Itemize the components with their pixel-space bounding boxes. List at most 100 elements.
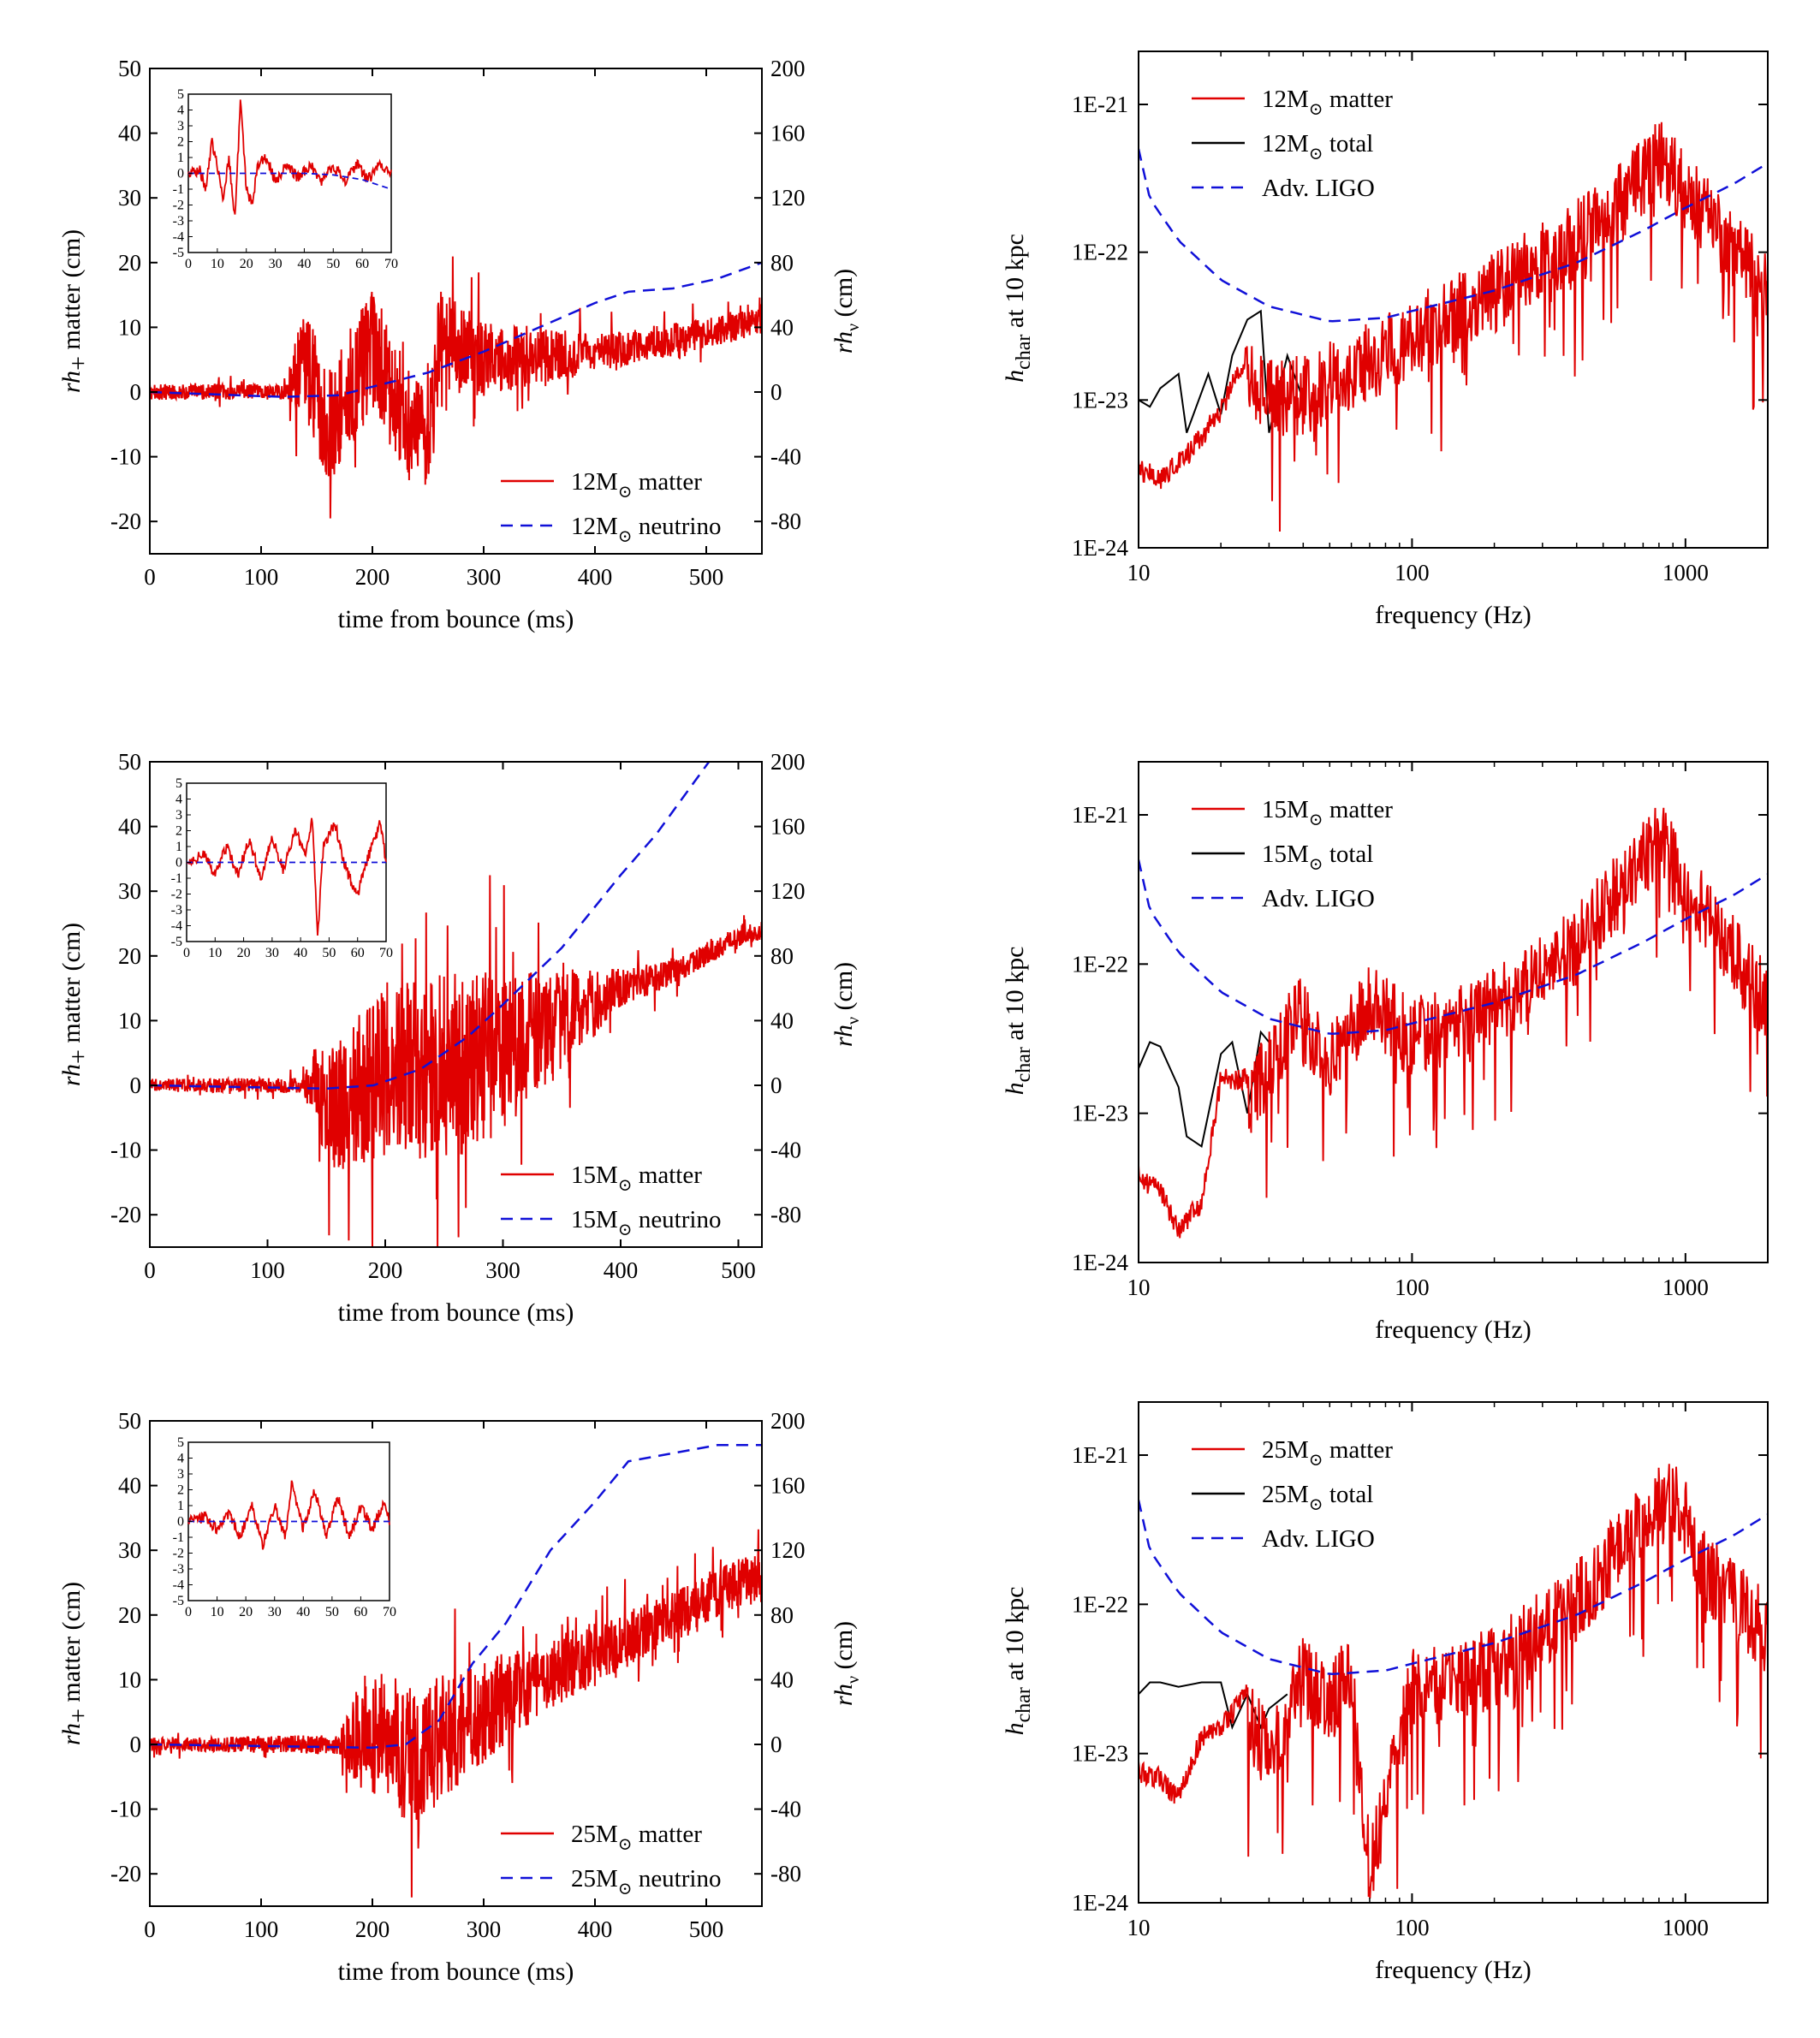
inset-y-tick-label: -3 [173,1562,184,1577]
x-tick-label: 10 [1127,1274,1151,1300]
plot-frame [1138,51,1769,549]
y-tick-label-left: 40 [118,121,141,146]
y-tick-label-right: 160 [770,814,806,840]
inset-x-tick-label: 20 [237,946,251,960]
x-tick-label: 10 [1127,1915,1151,1940]
y-tick-label-left: 0 [130,1072,142,1098]
inset-x-tick-label: 0 [185,257,192,271]
x-tick-label: 1000 [1662,1274,1709,1300]
neutrino-strain-line [150,1444,762,1750]
matter-spectrum-line [1139,1464,1768,1898]
neutrino-strain-line [150,762,711,1090]
inset-y-tick-label: 2 [177,135,184,150]
inset-x-tick-label: 70 [383,1605,396,1619]
legend-ligo-label: Adv. LIGO [1262,1525,1375,1553]
y-tick-label-right: 120 [770,1537,806,1563]
y-tick-label-right: 80 [770,250,794,276]
y-tick-label-right: 40 [770,1667,794,1692]
x-tick-label: 200 [355,564,390,590]
inset-x-tick-label: 40 [294,946,307,960]
inset-x-tick-label: 70 [379,946,393,960]
y-tick-label-right: 120 [770,185,806,211]
ligo-sensitivity-line [1139,859,1768,1036]
y-tick-label-right: 200 [770,1408,806,1434]
inset-x-tick-label: 50 [325,1605,339,1619]
y-tick-label: 1E-22 [1072,240,1128,265]
matter-strain-line [150,875,762,1247]
total-spectrum-line [1139,1030,1270,1148]
matter-spectrum-line [1139,122,1768,532]
inset-x-tick-label: 50 [322,946,336,960]
inset-y-tick-label: 5 [175,776,182,791]
y-axis-label: hchar at 10 kpc [1001,947,1035,1096]
y-tick-label: 1E-21 [1072,802,1128,828]
inset-y-tick-label: -3 [173,214,184,229]
y-tick-label-right: 40 [770,314,794,340]
inset-x-tick-label: 0 [185,1605,192,1619]
inset-y-tick-label: -4 [173,1578,184,1593]
y-tick-label-right: -80 [770,508,801,534]
legend-neutrino-label: 12M⊙ neutrino [571,513,721,546]
y-axis-label-right: rhν (cm) [830,1621,863,1706]
x-tick-label: 500 [721,1257,756,1283]
x-tick-label: 100 [244,1916,279,1942]
legend-matter-label: 25M⊙ matter [571,1821,702,1854]
y-tick-label-right: 80 [770,1602,794,1628]
matter-spectrum-line [1139,807,1768,1239]
y-tick-label: 1E-21 [1072,92,1128,117]
inset-x-tick-label: 70 [384,257,398,271]
y-tick-label-right: -80 [770,1202,801,1227]
legend-neutrino-label: 15M⊙ neutrino [571,1206,721,1239]
inset-y-tick-label: 4 [177,104,184,118]
legend-neutrino-label: 25M⊙ neutrino [571,1865,721,1898]
y-tick-label-left: 30 [118,1537,141,1563]
y-tick-label-left: -20 [110,1861,141,1886]
x-tick-label: 100 [1395,1274,1430,1300]
inset-matter-line [187,1480,390,1550]
y-tick-label-right: -40 [770,1138,801,1163]
inset-x-tick-label: 20 [239,1605,253,1619]
y-tick-label: 1E-21 [1072,1442,1128,1468]
neutrino-strain-line [150,261,762,398]
x-tick-label: 100 [250,1257,285,1283]
plot-frame [1138,1401,1769,1904]
y-tick-label-left: 30 [118,185,141,211]
inset-y-tick-label: -2 [173,1547,184,1561]
x-axis-label: frequency (Hz) [1375,1956,1531,1984]
y-tick-label-left: 30 [118,878,141,904]
x-tick-label: 100 [1395,560,1430,585]
inset-x-tick-label: 60 [355,257,369,271]
inset-x-tick-label: 50 [326,257,340,271]
y-tick-label-right: 80 [770,943,794,969]
y-tick-label: 1E-23 [1072,1101,1128,1126]
y-tick-label-left: 50 [118,749,141,775]
y-tick-label-right: 0 [770,1732,782,1757]
y-tick-label: 1E-22 [1072,1591,1128,1617]
y-axis-label-right: rhν (cm) [830,269,863,354]
inset-x-tick-label: 20 [240,257,253,271]
ligo-sensitivity-line [1139,148,1768,323]
y-tick-label-left: 50 [118,56,141,81]
x-tick-label: 10 [1127,560,1151,585]
inset-y-tick-label: 4 [175,793,182,807]
y-axis-label-left: rh+ matter (cm) [57,229,92,393]
legend-total-label: 15M⊙ total [1262,841,1373,874]
legend-matter-label: 12M⊙ matter [1262,86,1393,119]
inset-matter-line [186,817,387,936]
y-tick-label-left: -20 [110,1202,141,1227]
legend-matter-label: 15M⊙ matter [571,1162,702,1195]
y-tick-label-left: -10 [110,1797,141,1822]
frequency-domain-panel-fd25: 10 100 1000 1E-24 1E-23 1E-22 1E-21 frequency (… [1001,1401,1769,1984]
y-tick-label-left: 40 [118,814,141,840]
inset-y-tick-label: 1 [177,1499,184,1513]
y-tick-label-right: 200 [770,749,806,775]
y-tick-label-left: -10 [110,444,141,470]
x-axis-label: frequency (Hz) [1375,1316,1531,1344]
x-tick-label: 400 [604,1257,639,1283]
inset-x-tick-label: 30 [268,1605,282,1619]
x-tick-label: 0 [144,1916,156,1942]
y-tick-label-left: 0 [130,379,142,405]
x-axis-label: time from bounce (ms) [338,605,574,633]
